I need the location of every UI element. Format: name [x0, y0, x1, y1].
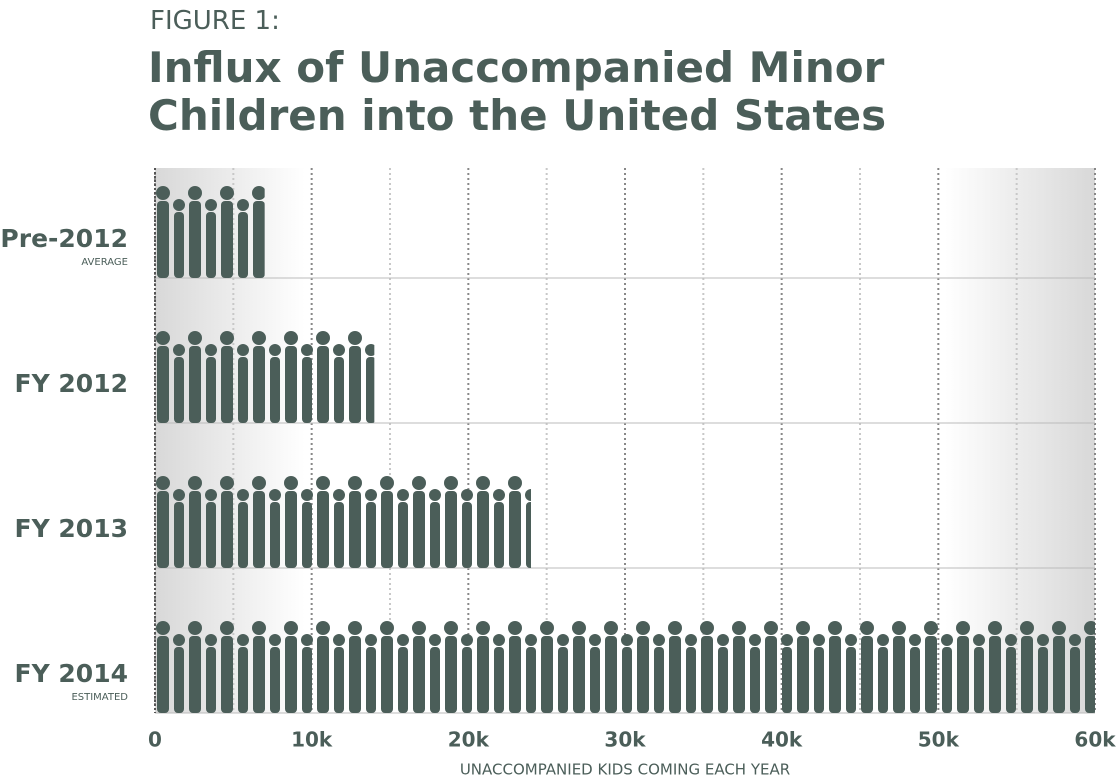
x-tick-label: 20k: [448, 728, 490, 752]
y-tick-label: FY 2012: [15, 369, 128, 398]
y-tick-label: Pre-2012: [0, 224, 128, 253]
y-tick-label: FY 2014: [15, 659, 128, 688]
x-tick-label: 0: [148, 728, 162, 752]
x-tick-label: 10k: [291, 728, 333, 752]
bar: [155, 618, 1095, 713]
x-tick-label: 40k: [761, 728, 803, 752]
x-tick-label: 60k: [1074, 728, 1116, 752]
chart-title: Influx of Unaccompanied Minor Children i…: [148, 43, 887, 140]
y-sublabel: ESTIMATED: [71, 692, 128, 703]
bar: [155, 328, 375, 423]
x-axis-label: UNACCOMPANIED KIDS COMING EACH YEAR: [460, 761, 790, 779]
x-tick-label: 50k: [918, 728, 960, 752]
bar: [155, 183, 265, 278]
y-sublabel: AVERAGE: [81, 257, 128, 268]
bar: [155, 473, 531, 568]
figure-label: FIGURE 1:: [150, 6, 280, 36]
x-tick-label: 30k: [604, 728, 646, 752]
y-tick-label: FY 2013: [15, 514, 128, 543]
